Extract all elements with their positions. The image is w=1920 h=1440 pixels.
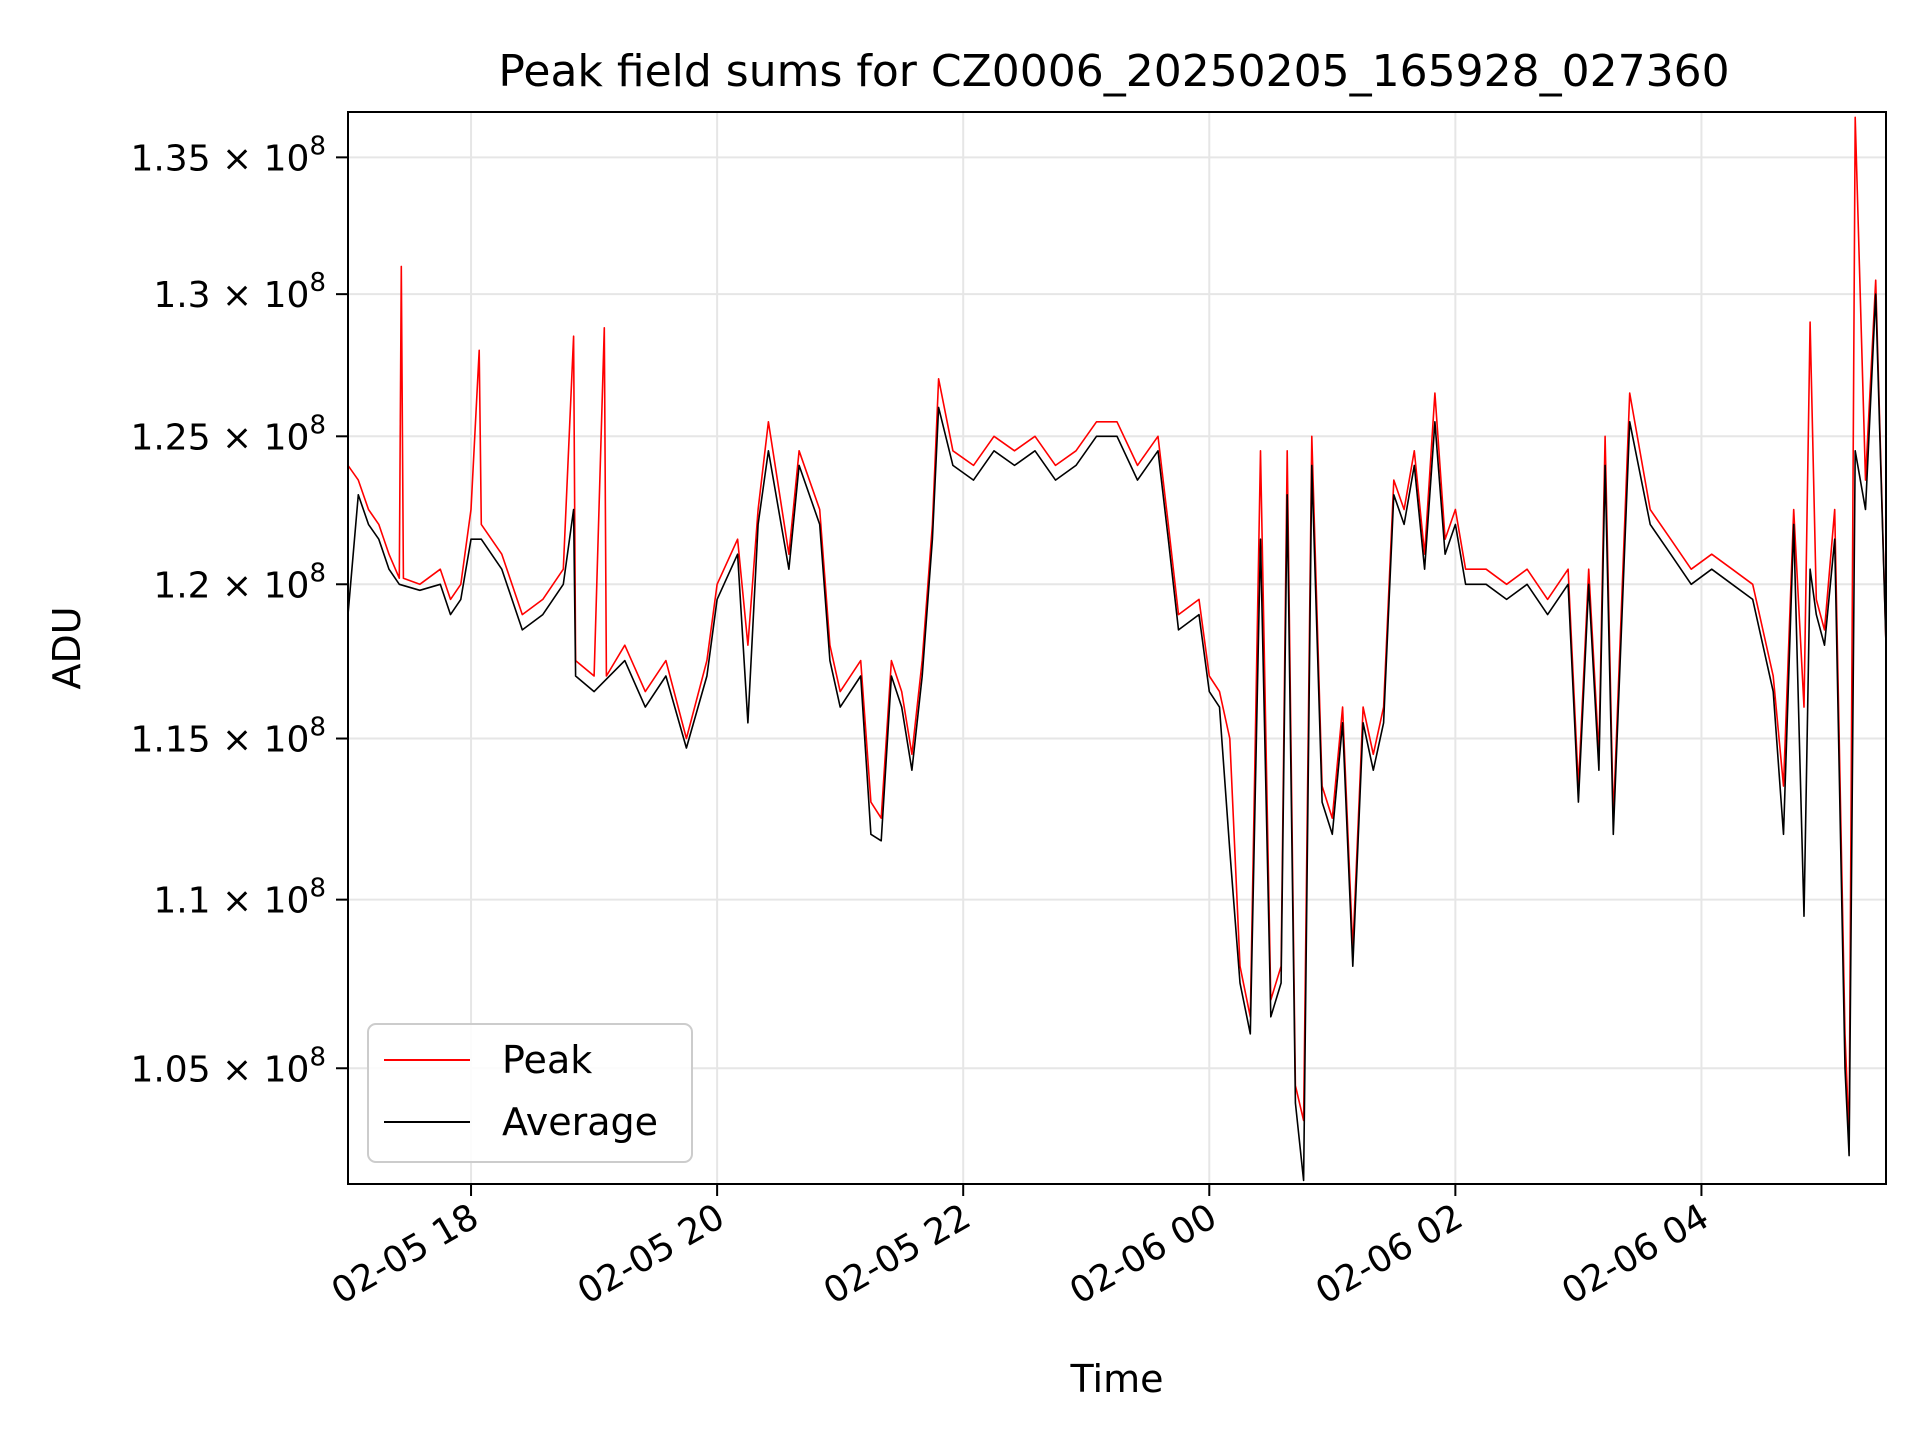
- legend-label-peak: Peak: [502, 1038, 592, 1082]
- legend-box: [367, 1023, 693, 1163]
- y-tick-times-ten: × 10: [211, 565, 310, 606]
- y-axis-label: ADU: [45, 606, 89, 689]
- series-group: [348, 116, 1886, 1182]
- y-tick-mantissa: 1.25: [130, 417, 210, 458]
- y-tick-mantissa: 1.2: [153, 565, 210, 606]
- series-line-average: [348, 293, 1886, 1182]
- y-tick-mantissa: 1.35: [130, 138, 210, 179]
- y-tick-mantissa: 1.3: [153, 275, 210, 316]
- y-tick-mantissa: 1.1: [153, 881, 210, 922]
- y-tick-exponent: 8: [309, 131, 326, 161]
- y-tick-exponent: 8: [309, 268, 326, 298]
- plot-frame: [347, 111, 1887, 1185]
- y-tick-label: 1.2 × 108: [153, 558, 326, 606]
- y-tick-label: 1.05 × 108: [130, 1042, 326, 1090]
- y-tick-times-ten: × 10: [211, 275, 310, 316]
- y-tick-label: 1.25 × 108: [130, 410, 326, 458]
- y-tick-times-ten: × 10: [211, 881, 310, 922]
- x-axis-label: Time: [1070, 1357, 1164, 1401]
- y-tick-exponent: 8: [309, 713, 326, 743]
- y-tick-exponent: 8: [309, 558, 326, 588]
- y-tick-times-ten: × 10: [211, 1049, 310, 1090]
- y-tick-label: 1.1 × 108: [153, 874, 326, 922]
- y-tick-label: 1.35 × 108: [130, 131, 326, 179]
- y-tick-mantissa: 1.05: [130, 1049, 210, 1090]
- legend-label-average: Average: [502, 1100, 658, 1144]
- chart-title: Peak field sums for CZ0006_20250205_1659…: [498, 46, 1729, 97]
- y-tick-label: 1.15 × 108: [130, 713, 326, 761]
- y-tick-mantissa: 1.15: [130, 720, 210, 761]
- y-tick-times-ten: × 10: [211, 417, 310, 458]
- y-tick-label: 1.3 × 108: [153, 268, 326, 316]
- y-tick-exponent: 8: [309, 1042, 326, 1072]
- y-tick-times-ten: × 10: [211, 138, 310, 179]
- y-tick-exponent: 8: [309, 874, 326, 904]
- legend: Peak Average: [367, 1023, 693, 1163]
- y-tick-times-ten: × 10: [211, 720, 310, 761]
- y-tick-exponent: 8: [309, 410, 326, 440]
